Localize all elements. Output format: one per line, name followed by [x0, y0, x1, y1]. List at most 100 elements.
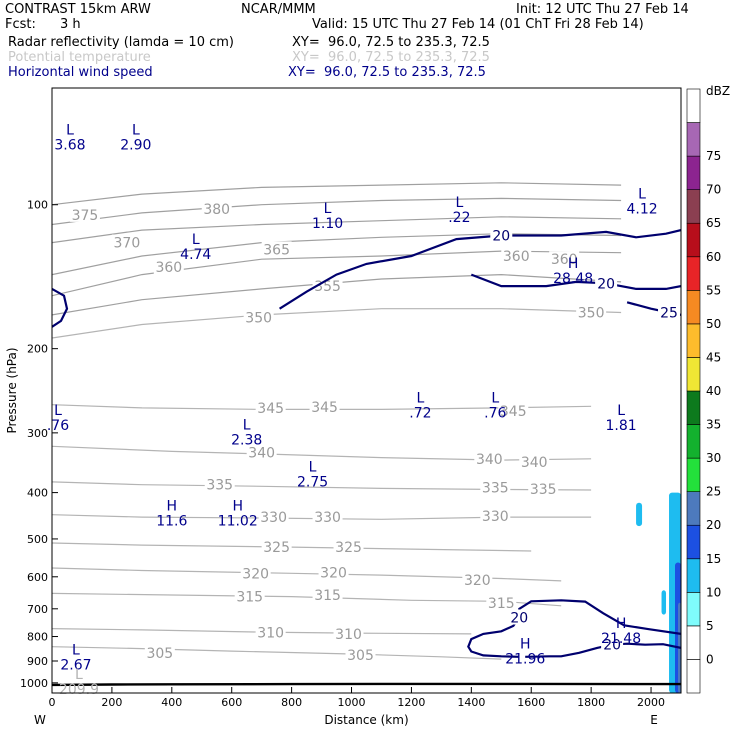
theta-label: 310 [257, 626, 284, 642]
colorbar-swatch [686, 558, 701, 593]
x-tick-label: 1200 [397, 696, 425, 709]
extremum-value: 1.81 [606, 418, 637, 434]
y-axis-label: Pressure (hPa) [5, 347, 19, 433]
y-tick-label: 300 [27, 427, 48, 440]
theta-label: 360 [503, 249, 530, 265]
extremum-type: L [72, 642, 80, 658]
x-tick-label: 1800 [577, 696, 605, 709]
wind-contours: 20 20 25 20 20 [52, 227, 681, 658]
theta-label-bg [501, 247, 532, 263]
fcst-value: 3 h [60, 17, 81, 32]
wind-contour-3 [52, 287, 69, 328]
theta-label: 345 [311, 400, 338, 416]
theta-label-bg [240, 565, 271, 581]
theta-label-bg [69, 206, 100, 222]
extremum-value: 209.9 [59, 682, 99, 698]
theta-label: 340 [476, 452, 503, 468]
theta-label-bg [462, 572, 493, 588]
colorbar-swatch [686, 256, 701, 291]
wind-contour-0 [279, 229, 681, 310]
colorbar-label: 70 [706, 183, 721, 197]
colorbar-swatch [686, 524, 701, 560]
theta-label-bg [261, 539, 292, 555]
extremum-type: H [167, 498, 178, 514]
theta-label-bg [333, 539, 364, 555]
theta-label-bg [204, 476, 235, 492]
extremum-value: 11.02 [218, 513, 258, 529]
theta-label: 325 [263, 540, 290, 556]
theta-label-bg [519, 453, 550, 469]
colorbar-swatch [686, 625, 701, 660]
extremum-value: 28.48 [553, 271, 593, 287]
theta-label: 330 [260, 510, 287, 526]
theta-label-bg [333, 625, 364, 641]
colorbar-swatch [686, 424, 701, 459]
y-tick-label: 800 [27, 631, 48, 644]
colorbar-label: 50 [706, 317, 721, 331]
field-theta-xy: XY= 96.0, 72.5 to 235.3, 72.5 [292, 50, 490, 65]
x-tick-label: 1000 [338, 696, 366, 709]
theta-label: 320 [320, 566, 347, 582]
theta-label-bg [258, 509, 289, 525]
colorbar-label: 60 [706, 250, 721, 264]
wind-label: 20 [603, 638, 621, 654]
theta-label: 345 [257, 401, 284, 417]
colorbar-swatch [686, 357, 701, 392]
theta-label-bg [498, 402, 529, 418]
theta-line-305 [52, 646, 502, 660]
theta-line-315 [52, 592, 562, 607]
theta-label: 315 [236, 590, 263, 606]
theta-label: 315 [314, 588, 341, 604]
west-label: W [34, 713, 46, 727]
extremum-value: 2.90 [120, 138, 151, 154]
field-reflectivity-name: Radar reflectivity (lamda = 10 cm) [8, 35, 234, 50]
colorbar-swatch [686, 659, 701, 694]
reflectivity-cell-0 [636, 502, 643, 527]
extremum-type: L [192, 232, 200, 248]
colorbar-swatch [686, 592, 701, 627]
theta-label-bg [528, 480, 559, 496]
theta-label-bg [480, 479, 511, 495]
wind-label-bg [508, 609, 531, 625]
extremum-type: L [324, 201, 332, 217]
fcst-label: Fcst: [5, 17, 36, 32]
wind-label-bg [595, 275, 618, 291]
x-tick-label: 2000 [637, 696, 665, 709]
colorbar-label: 5 [706, 619, 714, 633]
x-tick-label: 1600 [517, 696, 545, 709]
colorbar-swatch [686, 222, 701, 258]
theta-label: 315 [488, 596, 515, 612]
theta-line-340 [52, 445, 592, 461]
theta-label-bg [309, 399, 340, 415]
extremum-type: L [455, 195, 463, 211]
extremum-type: L [417, 391, 425, 407]
field-wind-xy: XY= 96.0, 72.5 to 235.3, 72.5 [288, 65, 486, 80]
colorbar-label: 15 [706, 552, 721, 566]
extremum-value: .76 [47, 418, 69, 434]
colorbar-label: 40 [706, 384, 721, 398]
theta-label: 305 [347, 648, 374, 664]
y-tick-label: 400 [27, 487, 48, 500]
theta-label: 340 [248, 446, 275, 462]
theta-label-bg [312, 509, 343, 525]
x-tick-label: 600 [221, 696, 242, 709]
extremum-value: 21.96 [505, 651, 545, 667]
y-tick-label: 500 [27, 533, 48, 546]
y-tick-label: 700 [27, 603, 48, 616]
extremum-type: L [638, 187, 646, 203]
theta-label: 370 [114, 236, 141, 252]
extremum-value: .72 [409, 406, 431, 422]
colorbar-swatch [686, 88, 701, 123]
theta-label: 350 [245, 310, 272, 326]
wind-label-bg [658, 304, 681, 320]
theta-label-bg [243, 309, 274, 325]
colorbar-label: 45 [706, 350, 721, 364]
colorbar-label: 65 [706, 216, 721, 230]
theta-label: 345 [500, 404, 527, 420]
theta-label-bg [480, 508, 511, 524]
extremum-type: L [309, 460, 317, 476]
x-tick-label: 1400 [457, 696, 485, 709]
theta-label: 310 [335, 627, 362, 643]
theta-line-375 [52, 197, 622, 226]
y-tick-label: 200 [27, 343, 48, 356]
